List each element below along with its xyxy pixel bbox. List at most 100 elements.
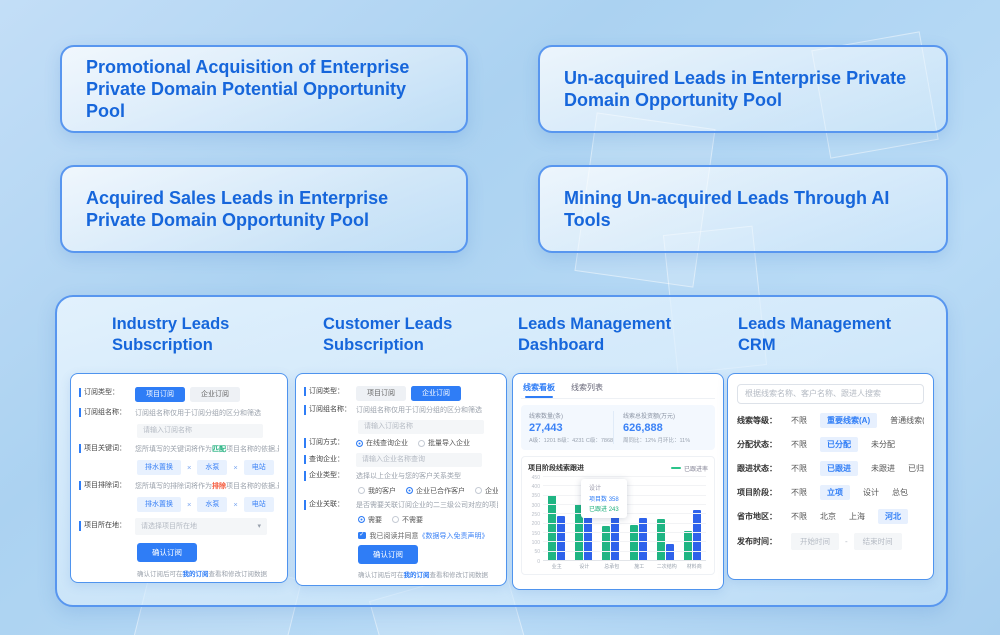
bar-group-材料商: [679, 509, 706, 561]
filter-options: 不限 已跟进 未跟进 已归档: [791, 460, 924, 476]
remove-tag-icon[interactable]: ×: [187, 462, 192, 472]
end-time-input[interactable]: 结束时间: [853, 532, 902, 550]
remove-tag-icon[interactable]: ×: [187, 499, 192, 509]
remove-tag-icon[interactable]: ×: [233, 462, 238, 472]
filter-option-active[interactable]: 河北: [878, 508, 908, 524]
panel-customer-leads-subscription: 订阅类型： 项目订阅 企业订阅 订阅组名称： 订阅组名称仅用于订阅分组的区分和筛选…: [295, 373, 507, 586]
panel-industry-leads-subscription: 订阅类型： 项目订阅 企业订阅 订阅组名称： 订阅组名称仅用于订阅分组的区分和筛选…: [70, 373, 288, 583]
stat-total-investment: 线索总投资额(万元) 626,888 周同比：12% 月环比：11%: [613, 411, 707, 444]
gridline: [543, 476, 706, 477]
bar-已跟进[interactable]: [638, 518, 647, 561]
keyword-tag[interactable]: 排水置换: [137, 459, 181, 475]
bar-已跟进[interactable]: [611, 497, 620, 561]
product-modules-section: Industry Leads Subscription Customer Lea…: [55, 295, 948, 607]
filter-option[interactable]: 普通线索(B): [890, 415, 924, 425]
y-tick-label: 400: [531, 483, 540, 490]
bar-已跟进[interactable]: [692, 509, 701, 561]
filter-option[interactable]: 未跟进: [871, 463, 895, 473]
radio-selected[interactable]: [358, 516, 365, 523]
bar-group-二次结构: [652, 519, 679, 561]
radio-unselected[interactable]: [418, 439, 425, 447]
group-name-label: 订阅组名称：: [79, 407, 135, 418]
module-heading-industry-subscription: Industry Leads Subscription: [112, 315, 230, 355]
company-search-input[interactable]: [356, 452, 482, 467]
filter-option[interactable]: 不限: [791, 439, 807, 449]
bar-项目数[interactable]: [656, 519, 665, 561]
chart-legend: 已跟进率: [670, 464, 708, 473]
bar-已跟进[interactable]: [665, 544, 674, 561]
filter-option[interactable]: 不限: [791, 487, 807, 497]
radio-label: 批量导入企业: [428, 440, 470, 447]
bar-项目数[interactable]: [629, 524, 638, 561]
gridline: [543, 560, 706, 561]
checkbox-checked-icon[interactable]: ✓: [358, 531, 366, 540]
dashboard-tab-线索看板[interactable]: 线索看板: [523, 383, 555, 398]
tab-企业订阅[interactable]: 企业订阅: [411, 385, 461, 401]
start-time-input[interactable]: 开始时间: [791, 532, 839, 550]
keyword-tag[interactable]: 电站: [243, 459, 274, 475]
filter-option-active[interactable]: 重要线索(A): [820, 412, 878, 428]
y-tick-label: 300: [531, 502, 540, 509]
confirm-subscribe-button[interactable]: 确认订阅: [358, 545, 418, 564]
filter-option-active[interactable]: 已分配: [820, 436, 858, 452]
keyword-tag[interactable]: 水泵: [197, 459, 228, 475]
subscription-type-row: 订阅类型： 项目订阅 企业订阅: [79, 383, 279, 402]
tab-项目订阅[interactable]: 项目订阅: [135, 386, 185, 402]
filter-option[interactable]: 设计: [863, 487, 879, 497]
bar-项目数[interactable]: [683, 531, 692, 561]
date-separator: -: [845, 536, 848, 546]
filter-option[interactable]: 不限: [791, 415, 807, 425]
location-row: 项目所在地： 请选择项目所在地 ▾: [79, 517, 279, 535]
stat-value: 626,888: [623, 422, 663, 434]
filter-option[interactable]: 总包: [892, 487, 908, 497]
y-tick-label: 100: [531, 539, 540, 546]
filter-option[interactable]: 上海: [849, 511, 865, 521]
bar-项目数[interactable]: [548, 494, 557, 561]
exclude-hint-highlight: 排除: [212, 482, 226, 490]
filter-option[interactable]: 不限: [791, 511, 807, 521]
group-name-row: 订阅组名称： 订阅组名称仅用于订阅分组的区分和筛选: [304, 405, 498, 415]
x-tick-label: 业主: [551, 564, 562, 570]
subscription-name-input[interactable]: [358, 419, 484, 434]
bar-group-总承包: [597, 497, 624, 561]
filter-option[interactable]: 未分配: [871, 439, 895, 449]
filter-option[interactable]: 不限: [791, 463, 807, 473]
tooltip-row: 已跟进 243: [589, 507, 619, 513]
bar-已跟进[interactable]: [584, 511, 593, 561]
feature-card-title: Acquired Sales Leads in Enterprise Priva…: [86, 187, 389, 230]
filter-option-active[interactable]: 立项: [820, 484, 850, 500]
feature-card-title: Promotional Acquisition of Enterprise Pr…: [86, 56, 410, 122]
radio-unselected[interactable]: [358, 487, 365, 494]
radio-selected[interactable]: [406, 487, 413, 494]
radio-label: 我的客户: [368, 487, 396, 495]
filter-row: 分配状态： 不限 已分配 未分配: [737, 436, 924, 452]
keyword-tag[interactable]: 水泵: [197, 496, 228, 512]
tab-企业订阅[interactable]: 企业订阅: [190, 386, 240, 402]
bar-已跟进[interactable]: [557, 516, 566, 561]
confirm-subscribe-button[interactable]: 确认订阅: [137, 542, 197, 562]
agreement-text: 我已阅读并同意《数据导入免责声明》: [369, 532, 489, 540]
my-subscriptions-link[interactable]: 我的订阅: [182, 570, 209, 578]
subscription-type-tabs: 项目订阅 企业订阅: [356, 382, 466, 401]
filter-option[interactable]: 北京: [820, 511, 836, 521]
filter-option[interactable]: 已归档: [908, 463, 924, 473]
remove-tag-icon[interactable]: ×: [233, 499, 238, 509]
filter-option-active[interactable]: 已跟进: [820, 460, 858, 476]
tab-项目订阅[interactable]: 项目订阅: [356, 385, 406, 401]
radio-label: 企业未合作客户: [485, 487, 498, 495]
disclaimer-link[interactable]: 《数据导入免责声明》: [418, 532, 489, 540]
crm-search-input[interactable]: [737, 383, 924, 404]
my-subscriptions-link[interactable]: 我的订阅: [403, 571, 430, 579]
radio-unselected[interactable]: [392, 516, 399, 523]
exclude-row: 项目排除词： 您所填写的排除词将作为排除项目名称的依据,最多可添加: [79, 480, 279, 491]
location-select[interactable]: 请选择项目所在地 ▾: [135, 517, 267, 535]
filter-label: 跟进状态：: [737, 463, 777, 473]
radio-unselected[interactable]: [475, 487, 482, 494]
dashboard-tab-线索列表[interactable]: 线索列表: [571, 383, 603, 392]
subscription-name-input[interactable]: [137, 423, 263, 438]
keyword-tag[interactable]: 排水置换: [137, 496, 181, 512]
keyword-tag[interactable]: 电站: [243, 496, 274, 512]
gridline: [543, 541, 706, 543]
bar-项目数[interactable]: [602, 525, 611, 561]
radio-selected[interactable]: [356, 439, 363, 447]
